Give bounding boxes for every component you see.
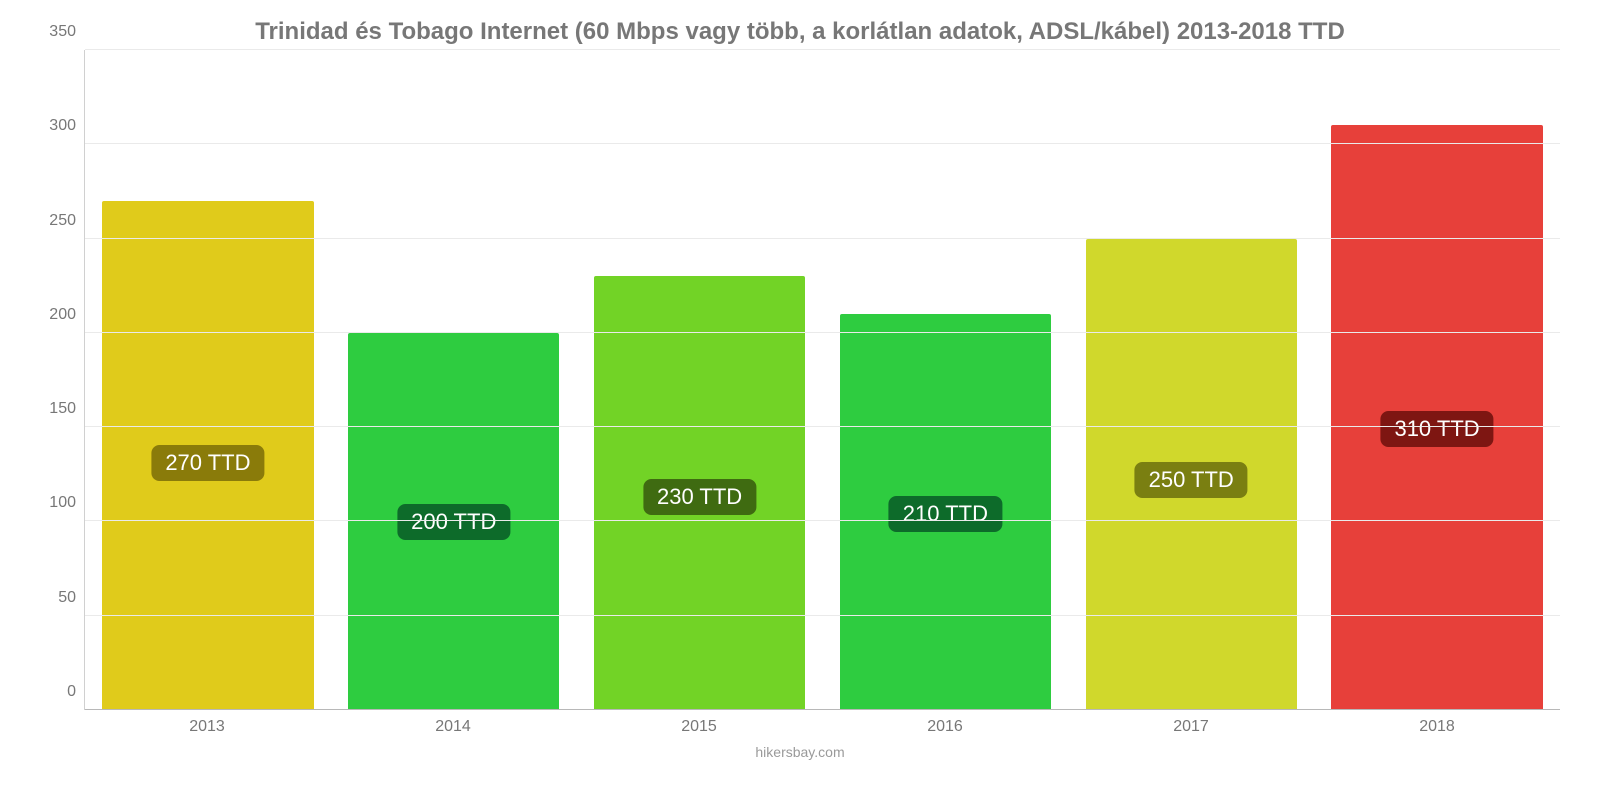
y-tick-label: 100 (49, 494, 76, 512)
x-tick-label: 2014 (330, 710, 576, 742)
bar-slot: 210 TTD (822, 50, 1068, 710)
y-tick-label: 200 (49, 306, 76, 324)
x-tick-label: 2013 (84, 710, 330, 742)
baseline (85, 709, 1560, 710)
x-tick-label: 2018 (1314, 710, 1560, 742)
value-badge: 200 TTD (397, 504, 510, 540)
x-axis: 201320142015201620172018 (84, 710, 1560, 742)
y-tick-label: 350 (49, 23, 76, 41)
bar-slot: 270 TTD (85, 50, 331, 710)
chart-container: Trinidad és Tobago Internet (60 Mbps vag… (0, 0, 1600, 800)
x-tick-label: 2015 (576, 710, 822, 742)
gridline (85, 238, 1560, 239)
y-tick-label: 250 (49, 212, 76, 230)
y-axis: 050100150200250300350 (40, 50, 84, 710)
gridline (85, 143, 1560, 144)
gridline (85, 426, 1560, 427)
value-badge: 230 TTD (643, 479, 756, 515)
y-tick-label: 0 (67, 683, 76, 701)
y-tick-label: 50 (58, 589, 76, 607)
bar-slot: 310 TTD (1314, 50, 1560, 710)
gridline (85, 49, 1560, 50)
plot-row: 050100150200250300350 270 TTD200 TTD230 … (40, 50, 1560, 710)
chart-title: Trinidad és Tobago Internet (60 Mbps vag… (40, 10, 1560, 50)
value-badge: 210 TTD (889, 496, 1002, 532)
bar-slot: 250 TTD (1068, 50, 1314, 710)
gridline (85, 332, 1560, 333)
bar-slot: 230 TTD (577, 50, 823, 710)
bars-layer: 270 TTD 200 TTD 230 TTD 210 TTD 250 TTD 310 T… (85, 50, 1560, 710)
gridline (85, 615, 1560, 616)
gridline (85, 520, 1560, 521)
value-badge: 310 TTD (1380, 411, 1493, 447)
plot-area: 270 TTD 200 TTD 230 TTD 210 TTD 250 TTD 310 T… (84, 50, 1560, 710)
x-tick-label: 2017 (1068, 710, 1314, 742)
value-badge: 250 TTD (1135, 462, 1248, 498)
y-tick-label: 300 (49, 117, 76, 135)
value-badge: 270 TTD (151, 445, 264, 481)
bar-slot: 200 TTD (331, 50, 577, 710)
attribution-text: hikersbay.com (40, 742, 1560, 760)
x-tick-label: 2016 (822, 710, 1068, 742)
y-tick-label: 150 (49, 400, 76, 418)
